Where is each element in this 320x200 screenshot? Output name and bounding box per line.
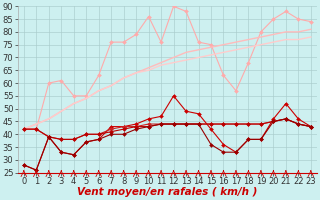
X-axis label: Vent moyen/en rafales ( km/h ): Vent moyen/en rafales ( km/h ) xyxy=(77,187,258,197)
